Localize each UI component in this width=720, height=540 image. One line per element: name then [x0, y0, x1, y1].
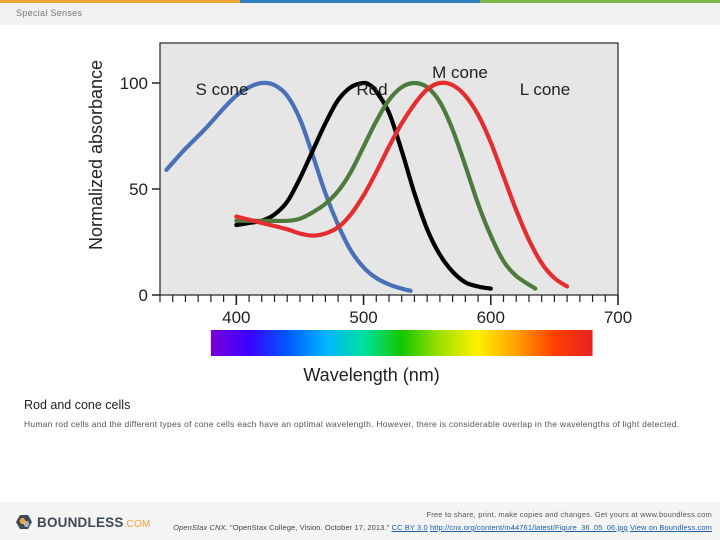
- boundless-logo-text: BOUNDLESS.COM: [37, 514, 151, 530]
- license-link[interactable]: CC BY 3.0: [391, 523, 428, 532]
- legend-label-rod: Rod: [356, 80, 387, 99]
- boundless-logo-icon: [16, 515, 32, 529]
- x-tick-label-700: 700: [604, 308, 632, 327]
- x-tick-label-400: 400: [222, 308, 250, 327]
- figure-title: Rod and cone cells: [24, 398, 131, 412]
- x-tick-label-500: 500: [349, 308, 377, 327]
- figure-description: Human rod cells and the different types …: [24, 419, 680, 429]
- legend-label-s-cone: S cone: [196, 80, 249, 99]
- y-tick-label-50: 50: [129, 180, 148, 199]
- y-tick-label-100: 100: [120, 74, 148, 93]
- y-tick-label-0: 0: [139, 286, 148, 305]
- attribution-text: "OpenStax College, Vision. October 17, 2…: [227, 523, 392, 532]
- attribution-source: OpenStax CNX.: [173, 523, 228, 532]
- boundless-logo[interactable]: BOUNDLESS.COM: [15, 514, 150, 530]
- curve-l-cone: [234, 80, 570, 289]
- visible-spectrum-bar: [210, 330, 593, 356]
- slide-header: Special Senses: [0, 3, 720, 25]
- view-on-boundless-link[interactable]: View on Boundless.com: [629, 523, 712, 532]
- legend-label-l-cone: L cone: [520, 80, 570, 99]
- curve-s-cone: [164, 80, 413, 293]
- x-tick-label-600: 600: [477, 308, 505, 327]
- x-axis-label: Wavelength (nm): [303, 365, 439, 385]
- attribution: OpenStax CNX. "OpenStax College, Vision.…: [173, 523, 712, 532]
- footer: BOUNDLESS.COM Free to share, print, make…: [0, 502, 720, 540]
- y-axis-label: Normalized absorbance: [86, 60, 106, 250]
- stripe-blue: [240, 0, 480, 3]
- curve-rod: [234, 80, 493, 291]
- legend-label-m-cone: M cone: [432, 63, 488, 82]
- image-url-link[interactable]: http://cnx.org/content/m44761/latest/Fig…: [429, 523, 628, 532]
- slide-section-title: Special Senses: [16, 8, 83, 18]
- stripe-orange: [0, 0, 240, 3]
- share-notice: Free to share, print, make copies and ch…: [426, 510, 712, 519]
- absorbance-chart: 0 50 100 400 500 600 700 Normalized absorbance S…: [86, 42, 632, 385]
- top-color-stripes: [0, 0, 720, 3]
- curve-m-cone: [234, 80, 538, 291]
- stripe-green: [480, 0, 720, 3]
